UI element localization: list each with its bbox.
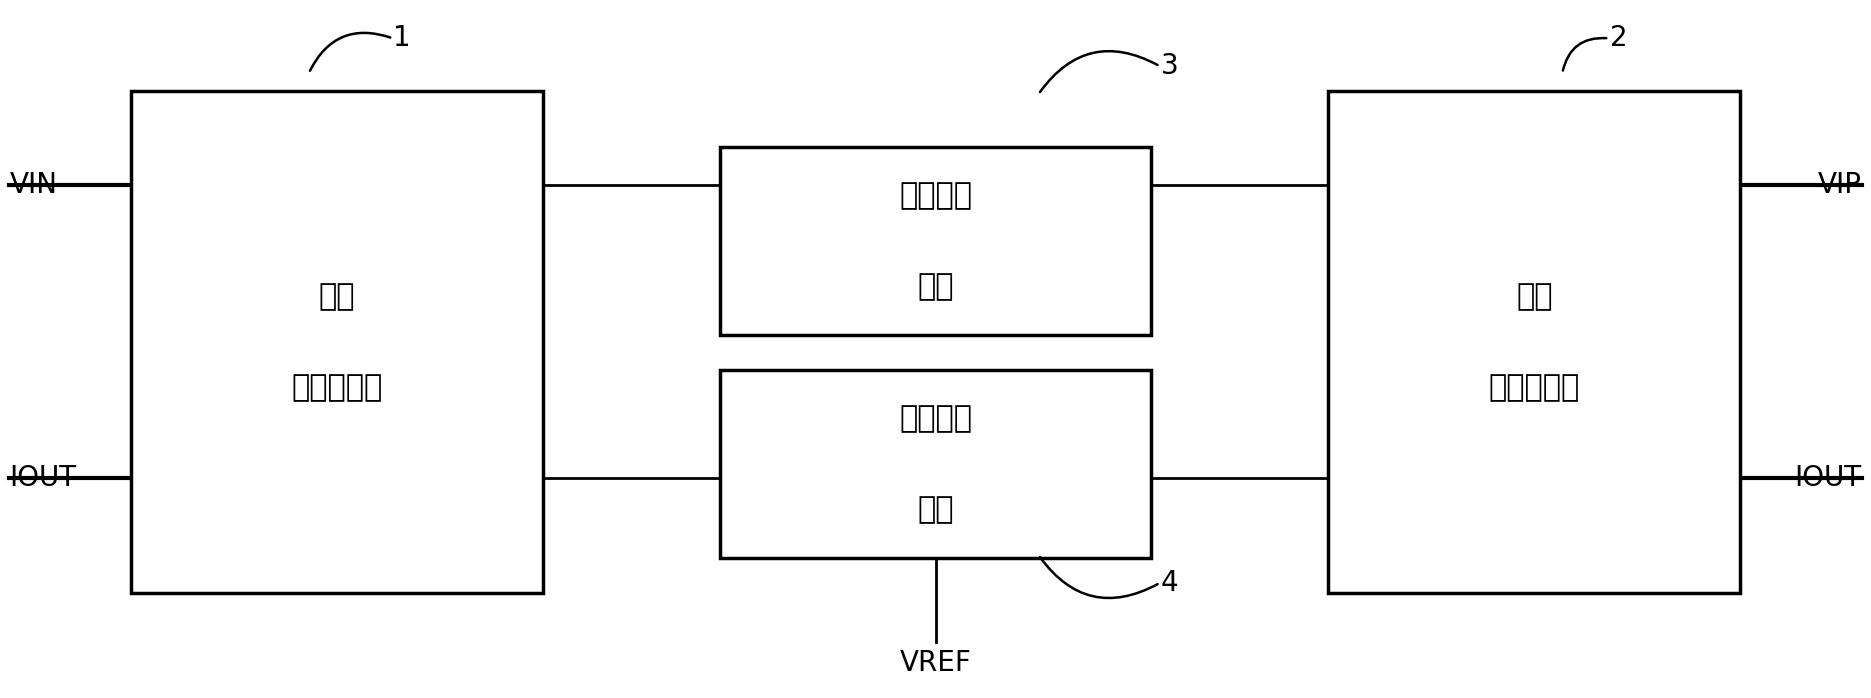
Bar — [720, 147, 1151, 335]
Bar — [1328, 91, 1740, 593]
Text: 4: 4 — [1160, 569, 1179, 597]
Text: 单元: 单元 — [917, 495, 954, 524]
Text: 第二: 第二 — [1516, 282, 1553, 311]
Text: 1: 1 — [393, 24, 412, 52]
Bar — [131, 91, 543, 593]
Text: 2: 2 — [1609, 24, 1628, 52]
Text: IOUT: IOUT — [1794, 464, 1862, 492]
Text: 电压调节: 电压调节 — [898, 404, 973, 433]
Text: VREF: VREF — [900, 649, 971, 677]
Bar — [720, 370, 1151, 558]
Text: 电流输送器: 电流输送器 — [292, 373, 382, 402]
Text: 3: 3 — [1160, 52, 1179, 80]
Text: VIP: VIP — [1817, 171, 1862, 199]
Text: VIN: VIN — [9, 171, 58, 199]
Text: 单元: 单元 — [917, 272, 954, 301]
Text: 无源电阻: 无源电阻 — [898, 181, 973, 210]
Text: 第一: 第一 — [318, 282, 355, 311]
Text: IOUT: IOUT — [9, 464, 77, 492]
Text: 电流输送器: 电流输送器 — [1489, 373, 1579, 402]
